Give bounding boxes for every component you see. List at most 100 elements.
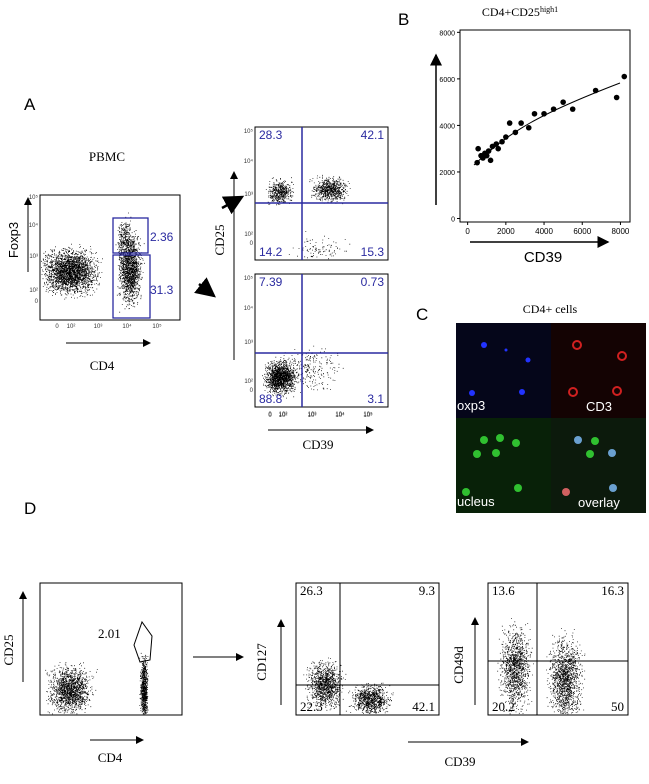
x-axis-label: CD4 xyxy=(98,750,123,765)
event-cloud xyxy=(303,657,347,711)
gate xyxy=(112,254,151,319)
quadrant-value: 16.3 xyxy=(601,583,624,598)
tile-label: CD3 xyxy=(586,399,612,414)
point xyxy=(512,129,519,136)
cells xyxy=(462,340,627,496)
y-tick-label: 10⁵ xyxy=(244,275,254,282)
quadrant-value: 50 xyxy=(611,699,624,714)
trend-line xyxy=(473,82,621,166)
quadrant-value: 13.6 xyxy=(492,583,515,598)
point xyxy=(518,120,524,126)
y-tick-label: 10⁴ xyxy=(244,158,254,165)
quadrant-value: 42.1 xyxy=(412,699,435,714)
event-cloud xyxy=(45,662,98,715)
x-tick-label: 4000 xyxy=(535,227,553,236)
event-cloud xyxy=(345,682,394,714)
gate-value: 2.01 xyxy=(98,626,121,641)
point xyxy=(569,106,576,112)
plot-frame xyxy=(254,273,389,408)
x-tick-label: 0 xyxy=(268,412,272,418)
quadrant-value: 0.73 xyxy=(361,275,385,289)
y-tick-label: 0 xyxy=(250,388,254,394)
quadrant-value: 20.2 xyxy=(492,699,515,714)
x-tick-label: 6000 xyxy=(573,227,591,236)
y-tick-label: 10² xyxy=(29,288,38,294)
y-tick-label: 10³ xyxy=(29,254,38,260)
x-tick-label: 0 xyxy=(55,324,59,330)
y-tick-label: 10⁴ xyxy=(244,305,254,312)
x-tick-label: 10³ xyxy=(94,324,103,330)
title-main: CD4+CD25 xyxy=(482,5,540,19)
point xyxy=(503,134,509,140)
title-sup: high1 xyxy=(540,5,558,14)
y-axis-label: CD49d xyxy=(451,646,466,684)
event-cloud xyxy=(265,177,294,206)
x-tick-label: 10⁵ xyxy=(152,323,162,330)
plot-frame xyxy=(459,29,631,223)
image-tile xyxy=(456,418,551,513)
event-cloud xyxy=(115,212,134,267)
image-tile xyxy=(551,418,646,513)
x-tick-label: 2000 xyxy=(497,227,515,236)
chart-title: CD4+CD25high1 xyxy=(482,5,558,19)
point xyxy=(560,99,566,105)
plot-title: PBMC xyxy=(89,149,125,164)
y-tick-label: 10³ xyxy=(244,192,253,198)
gate xyxy=(133,620,153,663)
y-axis-label: CD25 xyxy=(212,224,227,255)
point xyxy=(475,145,481,152)
quadrant-value: 15.3 xyxy=(361,245,385,259)
y-tick-label: 10⁴ xyxy=(29,222,39,229)
x-axis-label: CD39 xyxy=(302,437,333,452)
x-tick-label: 10⁴ xyxy=(335,411,345,418)
quadrant-value: 26.3 xyxy=(300,583,323,598)
y-tick-label: 6000 xyxy=(439,77,455,84)
gate-value: 2.36 xyxy=(150,230,174,244)
x-tick-label: 10⁵ xyxy=(363,412,373,419)
y-tick-label: 10⁵ xyxy=(244,128,254,135)
x-tick-label: 10² xyxy=(67,324,76,330)
y-tick-label: 0 xyxy=(35,299,39,305)
plot-frame xyxy=(39,194,181,321)
x-axis-label: CD39 xyxy=(524,249,562,266)
arrow xyxy=(194,277,216,298)
point xyxy=(525,124,532,131)
tile-label: overlay xyxy=(578,495,620,510)
tile-label: ucleus xyxy=(457,494,495,509)
x-axis-label: CD4 xyxy=(90,358,115,373)
event-cloud xyxy=(546,628,586,715)
y-axis-label: CD25 xyxy=(1,634,16,665)
quadrant-value: 14.2 xyxy=(259,245,283,259)
quadrant-value: 28.3 xyxy=(259,128,283,142)
plot-frame xyxy=(254,126,389,261)
point xyxy=(499,138,505,145)
panel-label: C xyxy=(416,305,428,324)
point xyxy=(483,152,490,159)
arrow xyxy=(221,195,245,215)
point xyxy=(550,106,557,112)
event-cloud xyxy=(116,228,145,313)
point xyxy=(506,120,513,126)
panel-label: D xyxy=(24,499,36,518)
x-tick-label: 8000 xyxy=(612,227,630,236)
x-tick-label: 0 xyxy=(465,227,470,236)
image-tile xyxy=(551,323,646,418)
gate xyxy=(112,217,149,254)
event-cloud xyxy=(262,356,300,399)
plot-frame xyxy=(487,582,629,716)
event-cloud xyxy=(309,174,351,205)
event-cloud xyxy=(497,618,534,715)
y-tick-label: 10³ xyxy=(244,340,253,346)
x-tick-label: 10³ xyxy=(308,413,317,419)
y-tick-label: 0 xyxy=(250,241,254,247)
quadrant-value: 88.8 xyxy=(259,392,283,406)
x-tick-label: 10² xyxy=(279,413,288,419)
panel-title: CD4+ cells xyxy=(523,302,578,316)
panel-label: B xyxy=(398,10,409,29)
point xyxy=(531,110,538,117)
x-tick-label: 10⁴ xyxy=(335,412,345,419)
point xyxy=(541,110,547,117)
point xyxy=(493,141,500,147)
event-cloud xyxy=(41,243,103,300)
y-tick-label: 10⁵ xyxy=(29,194,39,201)
